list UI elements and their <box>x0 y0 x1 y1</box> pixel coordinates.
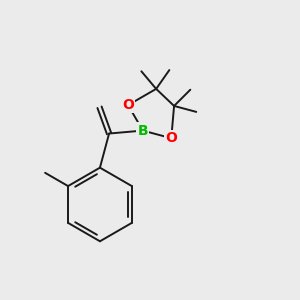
Text: O: O <box>165 131 177 145</box>
Text: O: O <box>122 98 134 112</box>
Text: B: B <box>137 124 148 138</box>
